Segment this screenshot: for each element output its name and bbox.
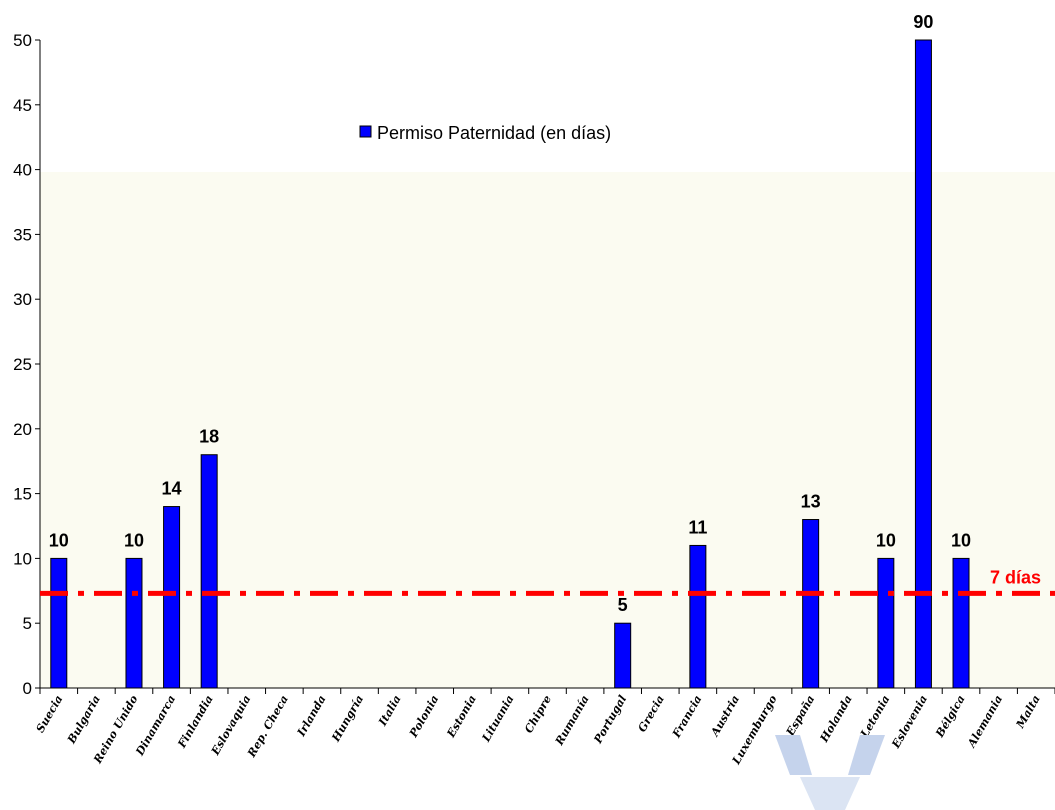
x-tick-label: Francia (669, 693, 704, 741)
x-tick-label: Chipre (522, 693, 554, 735)
legend-swatch (359, 125, 372, 138)
x-tick-label: Eslovenia (889, 693, 930, 751)
y-tick-label: 10 (13, 549, 32, 568)
legend[interactable]: Permiso Paternidad (en días) (359, 123, 611, 143)
x-tick-label: España (783, 693, 817, 739)
x-tick-label: Alemania (965, 693, 1006, 750)
data-label: 10 (876, 530, 896, 550)
data-label: 90 (913, 12, 933, 32)
reference-line-group: 7 días (40, 567, 1055, 596)
bar (802, 519, 820, 689)
x-tick-label: Dinamarca (133, 693, 178, 759)
y-tick-label: 25 (13, 355, 32, 374)
y-tick-label: 20 (13, 420, 32, 439)
x-tick-label: Hungría (329, 693, 366, 745)
data-label: 14 (162, 479, 182, 499)
bar (952, 557, 970, 689)
x-tick-label: Eslovaquia (208, 693, 253, 758)
y-tick-label: 30 (13, 290, 32, 309)
x-tick-label: Austria (708, 693, 742, 739)
bar (689, 544, 707, 689)
x-tick-label: Suecia (34, 693, 66, 735)
y-tick-label: 5 (23, 614, 32, 633)
bar (914, 39, 932, 689)
y-tick-label: 15 (13, 485, 32, 504)
bar (163, 506, 181, 689)
data-label: 18 (199, 427, 219, 447)
y-tick-label: 0 (23, 679, 32, 698)
y-tick-label: 50 (13, 31, 32, 50)
x-tick-label: Estonia (444, 693, 479, 740)
x-tick-label: Finlandia (175, 693, 216, 751)
y-tick-label: 35 (13, 225, 32, 244)
x-tick-label: Bélgica (933, 693, 968, 740)
y-ticks: 0 5 10 15 20 25 30 35 40 45 50 (13, 31, 40, 698)
bar (614, 622, 632, 689)
bar (50, 557, 68, 689)
x-tick-label: Rep. Checa (245, 693, 291, 760)
x-tick-label: Bulgaria (65, 693, 103, 747)
x-tick-label: Letonia (857, 693, 892, 741)
data-label: 5 (618, 595, 628, 615)
x-tick-label: Portugal (591, 693, 629, 746)
x-tick-label: Polonia (406, 693, 441, 740)
data-label: 13 (801, 492, 821, 512)
bar (125, 557, 143, 689)
reference-line-label: 7 días (990, 567, 1041, 587)
logo-watermark-icon (775, 735, 885, 810)
legend-label: Permiso Paternidad (en días) (377, 123, 611, 143)
x-tick-label: Irlanda (294, 693, 328, 739)
data-label: 11 (688, 517, 707, 537)
bar (877, 557, 895, 689)
x-tick-label: Lituania (479, 693, 516, 745)
bar (200, 454, 218, 689)
data-label: 10 (124, 530, 144, 550)
x-tick-label: Italia (376, 693, 404, 729)
data-label: 10 (49, 530, 69, 550)
y-tick-label: 40 (13, 161, 32, 180)
x-tick-label: Rumanía (552, 693, 591, 748)
data-labels: 10 10 14 18 5 11 13 10 90 10 (49, 12, 971, 615)
y-tick-label: 45 (13, 96, 32, 115)
x-tick-label: Malta (1013, 693, 1043, 731)
bars (50, 39, 970, 689)
data-label: 10 (951, 530, 971, 550)
x-tick-label: Grecia (636, 693, 667, 734)
